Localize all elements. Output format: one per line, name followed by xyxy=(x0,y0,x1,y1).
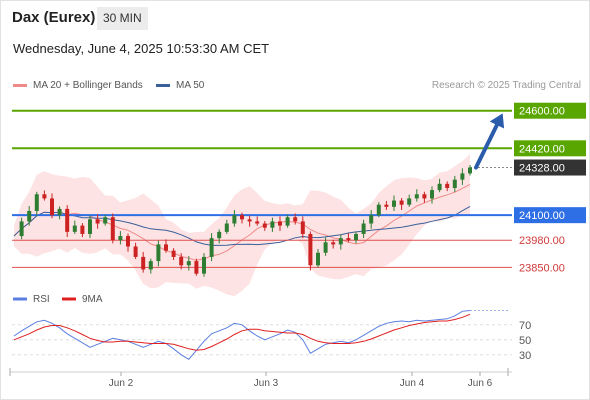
x-axis-label: Jun 6 xyxy=(468,378,493,389)
candle-body xyxy=(285,217,290,226)
legend-label-ma50: MA 50 xyxy=(176,80,205,91)
level-label-23980.00: 23980.00 xyxy=(519,235,565,247)
candle-body xyxy=(300,221,305,234)
projection-arrow-head xyxy=(489,113,505,129)
candle-body xyxy=(262,223,267,228)
rsi-tick-label: 30 xyxy=(519,350,531,362)
candle-body xyxy=(232,215,237,224)
x-axis-label: Jun 3 xyxy=(254,378,279,389)
level-label-24328.00: 24328.00 xyxy=(519,163,565,175)
candle-body xyxy=(34,194,39,211)
chart-header: Dax (Eurex) 30 MIN xyxy=(0,0,590,36)
candle-body xyxy=(179,256,184,266)
candle-body xyxy=(407,198,412,205)
candle-body xyxy=(354,233,358,241)
candle-body xyxy=(95,219,100,224)
level-tag-24420.00 xyxy=(514,140,586,157)
rsi-line xyxy=(13,310,471,360)
candle-body xyxy=(468,167,472,174)
candle-body xyxy=(369,215,374,224)
candle-body xyxy=(255,221,260,224)
legend-swatch-ma20 xyxy=(13,83,27,87)
level-label-24600.00: 24600.00 xyxy=(519,106,565,118)
candle-body xyxy=(361,223,366,234)
candle-body xyxy=(376,204,381,216)
candle-body xyxy=(80,225,85,234)
candle-body xyxy=(88,219,92,234)
candle-body xyxy=(278,221,282,226)
candle-body xyxy=(323,242,328,253)
candle-body xyxy=(50,198,54,216)
candle-body xyxy=(156,244,161,262)
candle-body xyxy=(186,261,191,266)
candle-body xyxy=(308,233,313,266)
candle-body xyxy=(65,208,70,232)
legend-swatch-ma50 xyxy=(156,83,170,87)
candle-body xyxy=(27,210,32,222)
bollinger-band xyxy=(14,154,470,297)
candle-body xyxy=(460,173,465,180)
level-label-23850.00: 23850.00 xyxy=(519,262,565,274)
candle-body xyxy=(217,231,222,239)
candle-body xyxy=(72,225,77,232)
candle-body xyxy=(240,215,244,220)
candle-body xyxy=(57,208,62,216)
x-axis-label: Jun 2 xyxy=(109,378,134,389)
candle-body xyxy=(445,183,450,188)
candle-body xyxy=(141,256,146,270)
candle-body xyxy=(392,200,396,207)
candle-body xyxy=(103,217,108,224)
candle-body xyxy=(384,204,389,207)
candle-body xyxy=(270,221,275,228)
candle-body xyxy=(293,217,298,222)
candle-body xyxy=(110,217,115,241)
level-tag-24328.00 xyxy=(514,159,586,176)
candle-body xyxy=(331,242,336,245)
rsi-tick-label: 50 xyxy=(519,335,531,347)
legend-label-9ma: 9MA xyxy=(82,294,103,305)
candle-body xyxy=(171,250,176,257)
legend-label-rsi: RSI xyxy=(33,294,50,305)
timeframe-selector[interactable]: 30 MIN xyxy=(97,7,148,30)
legend-ma50: MA 50 xyxy=(156,80,204,91)
candle-body xyxy=(133,246,138,257)
candle-body xyxy=(346,238,351,241)
chart-datetime: Wednesday, June 4, 2025 10:53:30 AM CET xyxy=(13,41,270,56)
candle-body xyxy=(118,236,123,241)
level-label-24100.00: 24100.00 xyxy=(519,210,565,222)
instrument-name: Dax (Eurex) xyxy=(12,9,96,26)
candle-body xyxy=(209,238,214,257)
candle-body xyxy=(148,261,153,270)
rsi-tick-label: 70 xyxy=(519,320,531,332)
candle-body xyxy=(338,238,343,245)
x-axis-label: Jun 4 xyxy=(400,378,425,389)
projection-arrow-shaft xyxy=(474,116,502,170)
candle-body xyxy=(164,244,168,251)
candle-body xyxy=(437,183,442,191)
copyright-notice: Research © 2025 Trading Central xyxy=(431,80,581,91)
candle-body xyxy=(430,190,434,199)
candle-body xyxy=(247,219,252,222)
legend-label-ma20: MA 20 + Bollinger Bands xyxy=(33,80,143,91)
level-label-24420.00: 24420.00 xyxy=(519,143,565,155)
candle-body xyxy=(224,223,229,232)
candle-body xyxy=(399,200,404,205)
candle-body xyxy=(42,194,47,199)
level-tag-24600.00 xyxy=(514,102,586,119)
candle-body xyxy=(194,261,199,274)
candle-body xyxy=(316,252,320,266)
candle-body xyxy=(202,256,206,274)
candle-body xyxy=(126,236,130,247)
candle-body xyxy=(414,194,419,199)
candle-body xyxy=(452,179,457,188)
legend-ma20-bollinger: MA 20 + Bollinger Bands xyxy=(13,80,143,91)
candle-body xyxy=(422,194,427,199)
candle-body xyxy=(19,221,24,237)
level-tag-24100.00 xyxy=(514,207,586,224)
rsi-ma-line xyxy=(13,313,471,351)
